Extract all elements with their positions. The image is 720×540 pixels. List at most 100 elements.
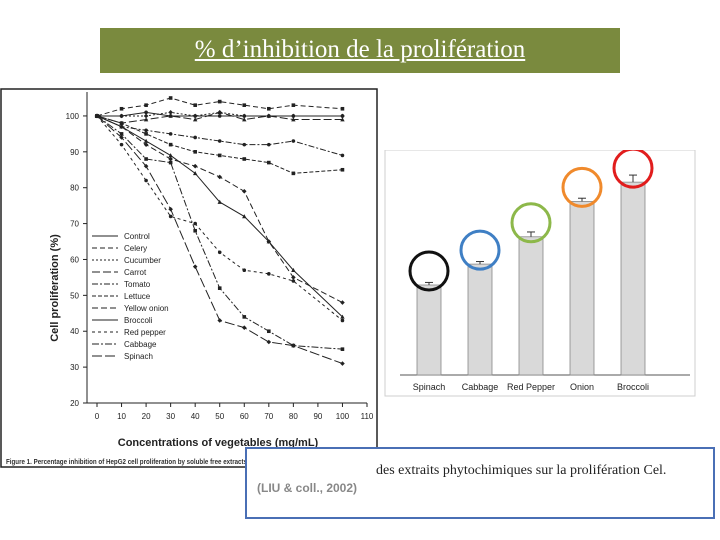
caption-reference: (LIU & coll., 2002) [257,481,358,495]
line-point [217,286,222,290]
line-point [242,142,247,147]
line-point [217,153,222,158]
line-point [193,228,197,233]
line-point [193,135,197,140]
line-point [291,113,296,119]
line-point [192,113,198,119]
bar-chart-bars: Spinach Cabbage Red Pepper Onion Broccoli [413,174,649,392]
line-point [144,157,148,161]
title-banner: % d’inhibition de la prolifération [100,28,620,73]
line-series-yellow-onion [96,115,343,303]
line-y-tick-label: 90 [70,148,79,157]
highlight-circle [459,229,501,271]
line-point [193,103,197,107]
line-y-tick-label: 30 [70,363,79,372]
line-point [119,113,124,119]
line-point [119,132,124,136]
bar-category-label: Spinach [413,382,446,392]
bar-category-label: Broccoli [617,382,649,392]
line-point [291,267,296,273]
line-point [143,142,149,147]
line-point [267,106,271,111]
line-point [242,117,247,122]
line-point [267,329,271,334]
line-point [168,160,173,165]
legend-label: Celery [124,244,147,253]
highlight-circle [408,250,450,292]
line-chart-axes: 0 10 20 30 40 50 60 70 80 90 100 110 20 30 40 50 60 70 80 9… [66,92,374,421]
line-point [266,239,272,244]
line-point [291,343,296,348]
line-series-lettuce [96,115,343,174]
line-y-tick-label: 60 [70,255,79,264]
line-point [217,99,222,104]
bar-category-label: Cabbage [462,382,499,392]
line-point [340,318,345,323]
bar-broccoli [620,181,646,376]
line-x-tick-label: 110 [361,412,374,421]
line-series-spinach [96,115,343,364]
line-chart-frame [0,88,378,468]
line-point [144,103,148,107]
line-point [217,114,222,118]
line-point [168,214,173,219]
line-point [242,214,247,219]
line-point [94,113,100,119]
line-point [217,318,223,323]
line-point [168,113,173,118]
line-point [340,300,345,305]
line-point [291,117,296,122]
line-point [242,315,247,319]
line-point [193,221,197,226]
line-point [340,106,345,111]
line-point [340,347,345,351]
line-point [217,250,222,255]
bar-category-label: Onion [570,382,594,392]
bar-cabbage [467,263,493,376]
line-point [242,157,247,161]
line-point [168,156,173,162]
line-x-tick-label: 20 [142,412,151,421]
highlight-circle [612,150,654,189]
line-x-tick-label: 90 [313,412,322,421]
line-point [241,113,247,119]
line-y-tick-label: 40 [70,327,79,336]
line-point [291,275,296,280]
legend-label: Broccoli [124,316,153,325]
legend-label: Control [124,232,150,241]
legend-label: Cabbage [124,340,157,349]
line-y-tick-label: 80 [70,184,79,193]
highlight-circle [510,202,552,244]
line-point [119,106,124,111]
line-point [168,206,173,212]
bar-spinach [416,284,442,376]
legend-label: Cucumber [124,256,161,265]
line-x-tick-label: 30 [166,412,175,421]
line-point [119,121,124,125]
line-point [267,142,271,147]
line-point [119,142,124,147]
line-point [242,268,247,273]
line-x-tick-label: 40 [191,412,200,421]
highlight-circle [561,166,603,208]
legend-label: Tomato [124,280,151,289]
line-point [143,113,149,119]
line-x-tick-label: 100 [336,412,350,421]
line-series-carrot [96,111,343,124]
line-series-broccoli [96,115,343,318]
line-point [267,272,271,276]
line-x-tick-label: 70 [264,412,273,421]
line-chart-ylabel: Cell proliferation (%) [49,234,61,342]
line-point [193,150,197,154]
line-y-tick-label: 100 [66,112,80,121]
line-y-tick-label: 20 [70,399,79,408]
line-point [340,361,345,366]
line-point [143,138,149,143]
line-y-tick-label: 70 [70,220,79,229]
line-x-tick-label: 80 [289,412,298,421]
caption-text: des extraits phytochimiques sur la proli… [376,463,667,478]
line-point [192,117,198,122]
line-point [168,110,173,115]
line-point [144,110,148,115]
legend-label: Carrot [124,268,147,277]
